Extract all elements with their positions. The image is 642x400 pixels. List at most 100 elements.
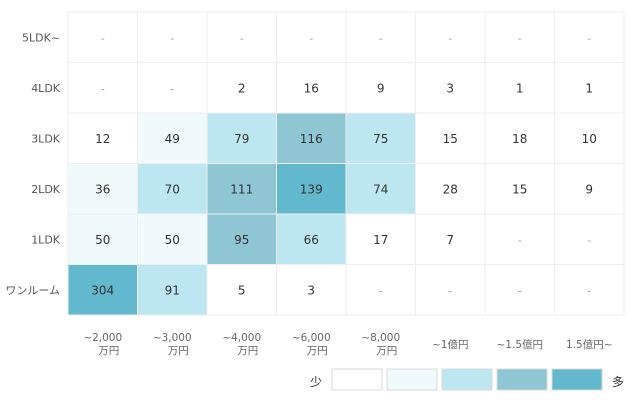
- cell-value-label: 66: [304, 233, 319, 247]
- cell-value-label: 79: [234, 132, 249, 146]
- cell-value-label: 91: [165, 283, 180, 297]
- cell-value-label: -: [587, 234, 591, 247]
- heatmap-cell: [206, 213, 277, 265]
- heatmap-cell: [276, 112, 347, 164]
- cell-value-label: 5: [238, 283, 246, 297]
- heatmap-cell: [554, 163, 625, 215]
- heatmap-cell: [415, 112, 486, 164]
- legend-swatch: [551, 368, 603, 391]
- heatmap-cell: [484, 213, 555, 265]
- row-labels: 5LDK~ 4LDK 3LDK 2LDK 1LDK ワンルーム: [5, 31, 60, 297]
- heatmap-cell: [484, 11, 555, 63]
- row-label: ワンルーム: [5, 284, 60, 297]
- heatmap-cell: [345, 11, 416, 63]
- cell-value-label: 111: [230, 182, 253, 196]
- heatmap-cell: [206, 62, 277, 114]
- cell-value-label: -: [448, 32, 452, 45]
- cell-value-label: 1: [585, 81, 593, 95]
- cell-value-label: 18: [512, 132, 527, 146]
- heatmap-cell: [137, 112, 208, 164]
- cell-value-label: 15: [512, 182, 527, 196]
- row-label: 2LDK: [31, 183, 61, 196]
- heatmap-cell: [415, 264, 486, 316]
- cell-value-label: -: [587, 32, 591, 45]
- cell-value-label: 2: [238, 81, 246, 95]
- cell-value-label: -: [448, 284, 452, 297]
- column-labels: ~2,000 万円 ~3,000 万円 ~4,000 万円 ~6,000 万円 ~8,000 万円…: [83, 332, 612, 357]
- legend-high-label: 多: [612, 375, 624, 389]
- row-label: 1LDK: [31, 233, 61, 246]
- legend-low-label: 少: [310, 375, 322, 389]
- cell-value-label: 10: [582, 132, 597, 146]
- heatmap-cell: [554, 264, 625, 316]
- cell-value-label: -: [170, 82, 174, 95]
- cell-value-label: 16: [304, 81, 319, 95]
- heatmap-cell: [276, 264, 347, 316]
- heatmap-cell: [345, 112, 416, 164]
- cell-value-label: 70: [165, 182, 180, 196]
- heatmap-cell: [415, 213, 486, 265]
- cell-value-label: -: [587, 284, 591, 297]
- heatmap-cell: [137, 11, 208, 63]
- cell-value-label: -: [518, 284, 522, 297]
- color-legend: 少多: [310, 368, 624, 391]
- heatmap-cell: [206, 163, 277, 215]
- cell-value-label: 36: [95, 182, 110, 196]
- cell-value-label: 3: [446, 81, 454, 95]
- legend-swatch: [331, 368, 383, 391]
- cell-value-label: 12: [95, 132, 110, 146]
- row-label: 3LDK: [31, 132, 61, 145]
- cell-value-label: 50: [165, 233, 180, 247]
- heatmap-cell: [67, 264, 138, 316]
- column-label: ~1億円: [432, 338, 468, 351]
- heatmap-cell: [67, 11, 138, 63]
- cell-value-label: 28: [443, 182, 458, 196]
- cell-value-label: 49: [165, 132, 180, 146]
- cell-value-label: 139: [300, 182, 323, 196]
- cell-value-label: -: [518, 32, 522, 45]
- column-label: ~3,000 万円: [153, 332, 192, 357]
- heatmap-cell: [67, 112, 138, 164]
- cell-value-label: -: [379, 32, 383, 45]
- cell-value-label: -: [379, 284, 383, 297]
- heatmap-cell: [554, 112, 625, 164]
- cell-value-label: -: [101, 82, 105, 95]
- cell-value-label: 9: [585, 182, 593, 196]
- heatmap-cell: [484, 264, 555, 316]
- cell-value-label: 1: [516, 81, 524, 95]
- row-label: 5LDK~: [22, 31, 60, 44]
- heatmap-cell: [345, 264, 416, 316]
- cell-value-label: 15: [443, 132, 458, 146]
- cell-value-label: 9: [377, 81, 385, 95]
- column-label: ~2,000 万円: [83, 332, 122, 357]
- heatmap-cell: [554, 62, 625, 114]
- heatmap-cell: [137, 264, 208, 316]
- cell-value-label: 50: [95, 233, 110, 247]
- heatmap-cell: [276, 213, 347, 265]
- heatmap-cell: [484, 62, 555, 114]
- heatmap-cell: [415, 163, 486, 215]
- cell-value-label: -: [240, 32, 244, 45]
- cell-value-label: 116: [300, 132, 323, 146]
- cell-value-label: -: [518, 234, 522, 247]
- heatmap-cell: [276, 163, 347, 215]
- column-label: 1.5億円~: [566, 338, 613, 351]
- legend-swatch: [496, 368, 548, 391]
- heatmap-cell: [67, 62, 138, 114]
- cell-value-label: 74: [373, 182, 388, 196]
- row-label: 4LDK: [31, 82, 61, 95]
- column-label: ~6,000 万円: [292, 332, 331, 357]
- cell-value-label: 3: [307, 283, 315, 297]
- column-label: ~8,000 万円: [361, 332, 400, 357]
- cell-value-label: -: [170, 32, 174, 45]
- heatmap-cell: [137, 163, 208, 215]
- column-label: ~4,000 万円: [222, 332, 261, 357]
- heatmap-cell: [345, 62, 416, 114]
- legend-swatch: [441, 368, 493, 391]
- column-label: ~1.5億円: [497, 338, 544, 351]
- cell-value-label: -: [309, 32, 313, 45]
- cell-value-label: 304: [91, 283, 114, 297]
- cell-value-label: 17: [373, 233, 388, 247]
